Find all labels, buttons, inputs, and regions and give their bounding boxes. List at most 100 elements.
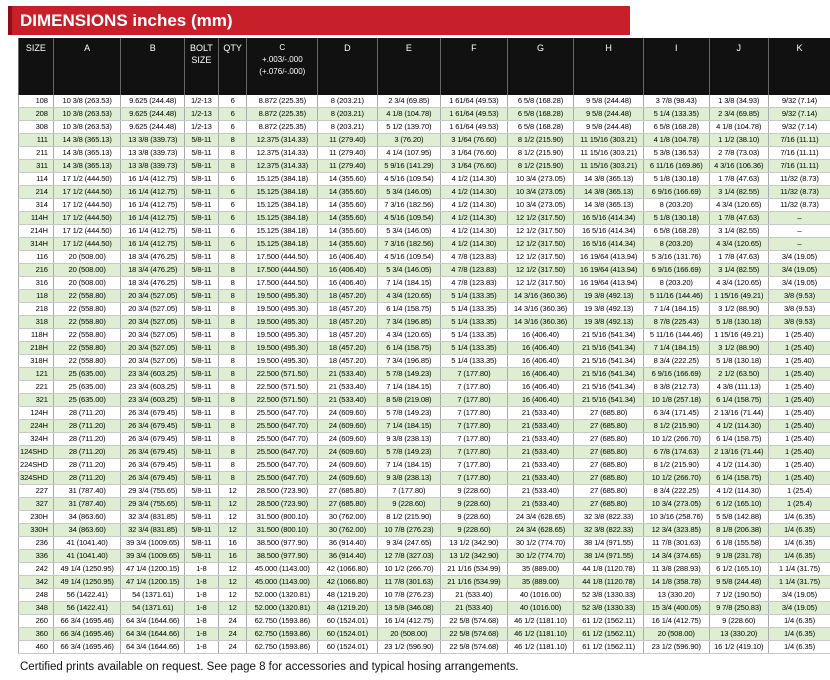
cell: 8 1/2 (215.90) [642,458,710,472]
cell: 4 3/4 (120.65) [708,237,769,251]
cell: 12 1/2 (317.50) [506,263,574,277]
cell: 7 1/2 (190.50) [708,588,769,602]
cell: 1 (25.40) [767,432,830,446]
cell: 66 3/4 (1695.46) [52,614,121,628]
cell: 5/8-11 [183,328,219,342]
cell: 4 1/2 (114.30) [440,237,508,251]
cell: 118H [18,328,54,342]
cell: 7 1/4 (184.15) [376,419,441,433]
cell: 24 (609.60) [317,432,378,446]
cell: 5/8-11 [183,263,219,277]
cell: 3 1/2 (88.90) [708,302,769,316]
cell: 49 1/4 (1250.95) [52,575,121,589]
cell: 2 3/4 (69.85) [376,95,441,108]
table-row: 236 41 (1041.40) 39 3/4 (1009.65) 5/8-11 16 3… [18,536,830,550]
table-row: 336 41 (1041.40) 39 3/4 (1009.65) 5/8-11 16 3… [18,549,830,563]
cell: 1 (25.40) [767,354,830,368]
column-header: K [767,38,830,95]
cell: 6 [217,237,247,251]
table-row: 218H 22 (558.80) 20 3/4 (527.05) 5/8-11 8 19.… [18,341,830,355]
cell: 21 5/16 (541.34) [573,328,644,342]
column-header: J [708,38,769,95]
cell: 6 9/16 (166.69) [642,263,710,277]
cell: 1 15/16 (49.21) [708,328,769,342]
cell: 6 1/4 (158.75) [708,432,769,446]
cell: 7/16 (11.11) [767,133,830,147]
cell: 5 3/4 (146.05) [376,185,441,199]
cell: 27 (685.80) [573,471,644,485]
cell: 4 1/2 (114.30) [440,211,508,225]
cell: 4 1/8 (104.78) [708,120,769,134]
table-row: 124SHD 28 (711.20) 26 3/4 (679.45) 5/8-11 8 2… [18,445,830,459]
cell: 13 3/8 (339.73) [120,133,185,147]
cell: 62.750 (1593.86) [246,614,318,628]
cell: 8 [217,354,247,368]
cell: 17 1/2 (444.50) [52,198,121,212]
cell: 36 (914.40) [317,549,378,563]
cell: 10 3/8 (263.53) [52,95,121,108]
cell: 12 [217,497,247,511]
cell: 12 [217,484,247,498]
cell: 6 [217,120,247,134]
cell: 28 (711.20) [52,406,121,420]
cell: 42 (1066.80) [317,575,378,589]
cell: 14 3/8 (365.13) [573,172,644,186]
cell: 3 7/8 (98.43) [642,95,710,108]
cell: 8 7/8 (225.43) [642,315,710,329]
cell: 9.625 (244.48) [120,107,185,121]
table-row: 118H 22 (558.80) 20 3/4 (527.05) 5/8-11 8 19.… [18,328,830,342]
cell: 22.500 (571.50) [246,393,318,407]
cell: 1 (25.40) [767,419,830,433]
cell: 5/8-11 [183,211,219,225]
cell: 26 3/4 (679.45) [120,471,185,485]
cell: 4 5/16 (109.54) [376,172,441,186]
cell: 314H [18,237,54,251]
cell: 36 (914.40) [317,536,378,550]
cell: 9/32 (7.14) [767,120,830,134]
cell: 20 (508.00) [376,627,441,641]
cell: 1-8 [183,640,219,654]
table-row: 208 10 3/8 (263.53) 9.625 (244.48) 1/2-13 6 8… [18,107,830,121]
cell: 13 3/8 (339.73) [120,159,185,173]
cell: 21 (533.40) [506,432,574,446]
cell: 15 3/4 (400.05) [642,601,710,615]
cell: 216 [18,263,54,277]
cell: 11 15/16 (303.21) [573,146,644,160]
cell: 324H [18,432,54,446]
cell: 1 1/4 (31.75) [767,575,830,589]
cell: 28.500 (723.90) [246,484,318,498]
cell: 4 1/8 (104.78) [376,107,441,121]
cell: 9 (228.60) [440,497,508,511]
cell: 35 (889.00) [506,562,574,576]
cell: 24 3/4 (628.65) [506,523,574,537]
cell: 16 5/16 (414.34) [573,237,644,251]
cell: 10 3/4 (273.05) [506,198,574,212]
cell: 8 1/2 (215.90) [376,510,441,524]
cell: 1 (25.40) [767,406,830,420]
cell: 16 (406.40) [506,393,574,407]
cell: 16 1/4 (412.75) [120,237,185,251]
cell: 3 1/64 (76.60) [440,146,508,160]
cell: 8 [217,458,247,472]
cell: 5/8-11 [183,146,219,160]
cell: 15.125 (384.18) [246,172,318,186]
cell: 324SHD [18,471,54,485]
cell: 20 (508.00) [52,263,121,277]
cell: 20 3/4 (527.05) [120,315,185,329]
cell: 5 7/8 (149.23) [376,406,441,420]
cell: 236 [18,536,54,550]
cell: 7 (177.80) [440,445,508,459]
cell: 21 5/16 (541.34) [573,393,644,407]
cell: 9 5/8 (244.48) [573,120,644,134]
cell: 5/8-11 [183,419,219,433]
cell: 4 5/16 (109.54) [376,211,441,225]
cell: 5 3/16 (131.76) [642,250,710,264]
cell: 5/8-11 [183,510,219,524]
cell: 27 (685.80) [317,497,378,511]
cell: 260 [18,614,54,628]
cell: 27 (685.80) [573,445,644,459]
cell: 224SHD [18,458,54,472]
table-row: 221 25 (635.00) 23 3/4 (603.25) 5/8-11 8 22.5… [18,380,830,394]
footnote: Certified prints available on request. S… [20,661,519,673]
cell: 22 (558.80) [52,354,121,368]
